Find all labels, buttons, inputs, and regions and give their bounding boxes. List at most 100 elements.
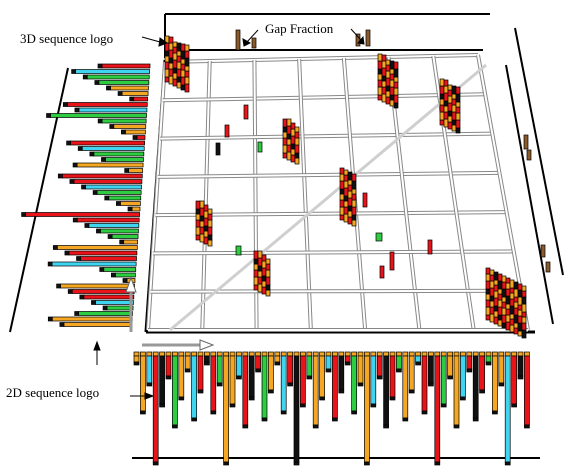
stack-3d-bottomright — [513, 327, 519, 335]
logo-2d-left-bar — [71, 69, 76, 74]
logo-2d-bottom-bar — [338, 351, 345, 357]
stack-3d-middle — [343, 180, 349, 189]
stack-3d-left — [195, 200, 201, 210]
logo-2d-left-bar — [111, 234, 139, 239]
logo-2d-bottom-bar — [428, 382, 434, 387]
logo-2d-left-bar — [47, 261, 53, 267]
stack-3d-lowcenter — [257, 265, 263, 272]
stack-3d-topright — [451, 93, 457, 100]
stack-3d-middle — [339, 180, 345, 190]
stack-3d-lowcenter — [261, 280, 267, 288]
logo-2d-bottom-bar — [300, 403, 306, 408]
logo-2d-bottom-bar — [287, 351, 293, 357]
logo-2d-bottom-bar — [472, 355, 479, 419]
logo-2d-left-bar — [102, 305, 108, 311]
logo-2d-left-bar — [63, 322, 133, 327]
stack-3d-middle — [339, 199, 345, 208]
stack-3d-left — [203, 230, 209, 238]
logo-2d-left-bar — [101, 118, 147, 124]
stack-3d-topright — [447, 121, 453, 130]
stack-3d-center — [290, 143, 296, 150]
logo-2d-bottom-bar — [293, 461, 300, 466]
stack-3d-bottomright — [509, 313, 515, 320]
stack-3d-topright — [439, 98, 445, 106]
stack-3d-lowcenter — [265, 269, 271, 278]
stack-3d-center — [286, 138, 292, 146]
stack-3d-bottomright — [497, 319, 503, 327]
stack-3d-center — [282, 126, 288, 133]
logo-2d-left-bar — [72, 217, 78, 223]
logo-2d-bottom-bar — [402, 417, 409, 422]
stack-3d-middle — [347, 216, 353, 225]
logo-2d-bottom-bar — [197, 351, 204, 357]
logo-2d-bottom-bar — [364, 351, 370, 357]
logo-2d-bottom-bar — [364, 355, 370, 463]
stack-3d-lowcenter — [257, 257, 263, 267]
logo-2d-bottom-bar — [504, 355, 511, 463]
stack-3d-bottomright — [489, 274, 495, 282]
stack-3d-lowcenter — [265, 276, 271, 286]
logo-2d-left-bar — [129, 96, 135, 102]
logo-2d-bottom-bar — [229, 355, 236, 405]
stack-3d-bottomright — [497, 280, 503, 290]
logo-2d-left-bar — [77, 146, 83, 151]
stack-3d-bottomright — [501, 296, 507, 303]
logo-2d-bottom-bar — [274, 355, 281, 363]
logo-2d-left-bar — [21, 212, 26, 217]
stack-3d-lowcenter — [257, 283, 263, 293]
logo-2d-bottom-bar — [524, 351, 530, 357]
stack-3d-left — [203, 225, 209, 232]
logo-2d-bottom-bar — [229, 403, 236, 408]
stack-3d-topright — [439, 104, 445, 113]
logo-2d-left-bar — [89, 151, 95, 157]
stack-3d-topleft — [176, 55, 182, 63]
logo-2d-left-bar — [131, 206, 141, 212]
axis-arrows — [125, 276, 215, 351]
logo-2d-left-bar — [73, 179, 143, 184]
logo-2d-bottom-bar — [287, 355, 293, 384]
stack-3d-bottomright — [505, 314, 511, 323]
logo-2d-bottom-bar — [280, 410, 287, 415]
logo-2d-bottom-bar — [159, 403, 165, 408]
stack-3d-center — [282, 131, 288, 139]
logo-2d-bottom-bar — [293, 355, 300, 463]
stack-3d-left — [199, 200, 205, 209]
stack-3d-center — [286, 125, 292, 135]
logo-2d-bottom-bar — [383, 351, 389, 357]
stack-3d-middle — [351, 188, 357, 195]
logo-2d-left-bar — [121, 91, 149, 96]
logo-2d-bottom-bar — [216, 351, 223, 357]
stack-3d-top — [377, 86, 383, 96]
logo-2d-bottom-bar — [184, 355, 191, 370]
logo-2d-bottom-bar — [370, 403, 377, 408]
gap-fraction-bar — [251, 37, 257, 49]
stack-3d-topleft — [184, 65, 190, 72]
stack-3d-topleft — [180, 43, 186, 52]
logo-2d-bottom-bar — [357, 351, 364, 357]
logo-2d-bottom-bar — [223, 461, 229, 466]
stack-3d-topright — [447, 110, 453, 117]
logo-2d-bottom-bar — [434, 461, 441, 466]
stack-3d-middle — [351, 206, 357, 216]
logo-2d-bottom-bar — [242, 355, 249, 426]
logo-2d-left-bar — [98, 80, 150, 85]
logo-2d-bottom-bar — [332, 417, 338, 422]
stack-3d-bottomright — [521, 322, 527, 331]
stack-3d-topleft — [184, 83, 190, 93]
label-3d-sequence-logo: 3D sequence logo — [20, 31, 114, 46]
logo-2d-bottom-bar — [517, 351, 524, 357]
logo-2d-bottom-bar — [479, 389, 485, 394]
logo-2d-bottom-bar — [178, 396, 185, 401]
logo-2d-left-bar — [133, 96, 149, 102]
grid-line — [160, 132, 493, 140]
stack-3d-top — [389, 68, 395, 75]
logo-2d-left-bar — [99, 267, 105, 272]
stack-3d-topleft — [172, 72, 178, 80]
logo-2d-bottom-bar — [421, 410, 428, 415]
stack-3d-top — [377, 68, 383, 75]
logo-2d-bottom-bar — [319, 396, 325, 401]
logo-2d-bottom-bar — [517, 355, 524, 377]
stack-3d-bottomright — [521, 329, 527, 339]
gap-fraction-bar — [235, 29, 241, 51]
